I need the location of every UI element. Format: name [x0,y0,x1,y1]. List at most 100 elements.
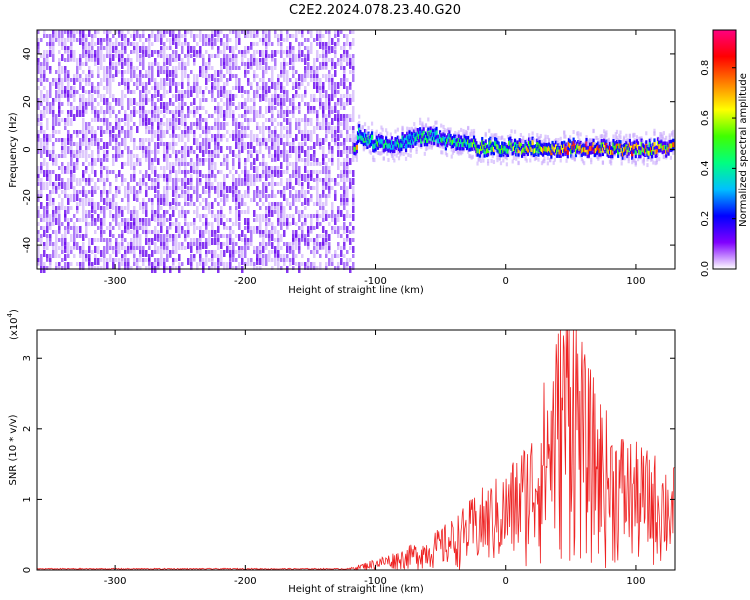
spectrogram-cell [265,46,268,50]
spectrogram-cell [184,134,187,138]
spectrogram-cell [106,250,109,254]
spectrogram-cell [458,150,462,155]
spectrogram-cell [319,246,322,250]
spectrogram-cell [250,30,253,34]
spectrogram-cell [112,42,115,46]
spectrogram-cell [346,126,349,130]
spectrogram-cell [286,186,289,190]
spectrogram-cell [88,210,91,214]
spectrogram-cell [408,133,411,139]
spectrogram-cell [265,218,268,222]
spectrogram-cell [100,218,103,225]
spectrogram-cell [408,127,411,132]
spectrogram-cell [322,122,325,126]
spectrogram-cell [100,58,103,62]
spectrogram-cell [337,38,340,42]
spectrogram-cell [319,254,322,258]
spectrogram-cell [106,202,109,206]
spectrogram-cell [142,106,145,113]
spectrogram-cell [154,78,157,82]
spectrogram-cell [322,242,325,249]
spectrogram-cell [178,162,181,166]
spectrogram-cell [184,122,187,129]
spectrogram-cell [184,74,187,78]
spectrogram-cell [301,226,304,230]
spectrogram-cell [70,150,73,157]
spectrogram-cell [381,148,384,153]
spectrogram-cell [118,170,121,177]
spectrogram-cell [256,58,259,62]
spectrogram-cell [73,98,76,102]
spectrogram-cell [133,122,136,126]
spectrogram-cell [190,202,193,206]
spectrogram-cell [232,254,235,258]
spectrogram-cell [139,94,142,98]
spectrogram-cell [337,182,340,186]
spectrogram-cell [40,166,43,173]
spectrogram-cell [82,50,85,54]
spectrogram-cell [61,86,64,90]
spectrogram-cell [157,126,160,133]
spectrogram-cell [139,250,142,257]
spectrogram-cell [307,154,310,158]
spectrogram-cell [352,138,355,142]
spectrogram-cell [292,218,295,225]
spectrogram-cell [217,202,220,206]
spectrogram-cell [283,50,286,54]
spectrogram-cell [289,222,292,226]
spectrogram-cell [491,154,494,159]
spectrogram-cell [202,70,205,74]
spectrogram-cell [127,54,130,58]
spectrogram-cell [325,134,328,138]
spectrogram-cell [337,118,340,125]
spectrogram-cell [295,166,298,170]
spectrogram-cell [196,206,199,210]
spectrogram-cell [184,130,187,137]
spectrogram-cell [118,226,121,230]
spectrogram-cell [190,130,193,134]
spectrogram-cell [325,94,328,98]
spectrogram-cell [368,139,371,145]
spectrogram-cell [322,102,325,106]
spectrogram-cell [91,82,94,86]
spectrogram-cell [181,34,184,38]
spectrogram-cell [401,125,404,130]
spectrogram-cell [157,258,160,262]
spectrogram-cell [295,54,298,58]
spectrogram-cell [262,74,265,78]
spectrogram-cell [73,142,76,146]
spectrogram-cell [250,230,253,234]
spectrogram-cell [310,122,313,126]
spectrogram-cell [539,133,542,138]
spectrogram-cell [247,110,250,114]
spectrogram-cell [61,138,64,145]
spectrogram-cell [127,106,130,110]
spectrogram-cell [40,82,43,86]
spectrogram-cell [124,218,127,222]
spectrogram-cell [88,30,91,37]
spectrogram-cell [280,150,283,157]
spectrogram-cell [289,42,292,49]
spectrogram-cell [407,129,410,134]
spectrogram-cell [217,30,220,37]
spectrogram-cell [100,266,103,270]
spectrogram-cell [43,186,46,190]
spectrogram-cell [91,118,94,122]
spectrogram-cell [232,58,235,62]
spectrogram-cell [55,114,58,118]
spectrogram-cell [319,30,322,34]
spectrogram-cell [289,54,292,58]
spectrogram-cell [142,54,145,58]
spectrogram-cell [271,242,274,249]
spectrogram-cell [232,158,235,162]
spectrogram-cell [220,42,223,46]
spectrogram-cell [298,118,301,122]
spectrogram-cell [319,42,322,49]
spectrogram-cell [352,198,355,205]
spectrogram-cell [187,42,190,46]
spectrogram-cell [73,86,76,90]
spectrogram-cell [289,194,292,198]
spectrogram-cell [154,234,157,241]
spectrogram-cell [46,78,49,82]
spectrogram-cell [250,110,253,114]
